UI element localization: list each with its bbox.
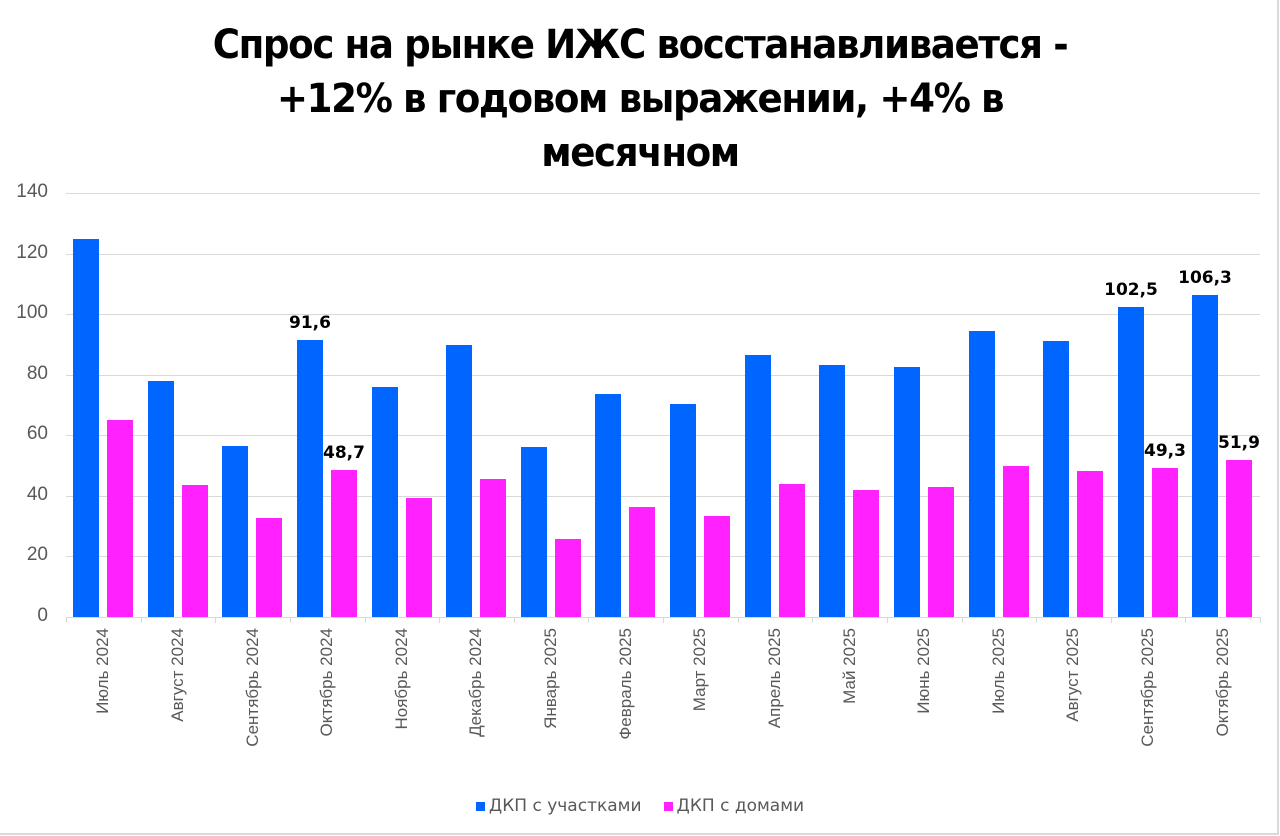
chart-title-line-2: +12% в годовом выражении, +4% в bbox=[276, 76, 1005, 122]
x-axis-category-label: Август 2025 bbox=[1063, 628, 1082, 722]
bar-plots[interactable] bbox=[969, 331, 995, 617]
bar-houses[interactable] bbox=[629, 507, 655, 617]
bar-plots[interactable] bbox=[521, 447, 547, 617]
bar-houses[interactable] bbox=[1003, 466, 1029, 617]
x-axis-tick bbox=[962, 617, 963, 623]
bar-houses[interactable] bbox=[256, 518, 282, 617]
x-axis-category-label: Июнь 2025 bbox=[914, 628, 933, 714]
x-axis-tick bbox=[1260, 617, 1261, 623]
gridline bbox=[66, 193, 1260, 194]
y-axis-tick-label: 80 bbox=[26, 363, 48, 384]
bar-houses[interactable] bbox=[1226, 460, 1252, 617]
x-axis-tick bbox=[663, 617, 664, 623]
bar-plots[interactable] bbox=[1118, 307, 1144, 617]
bar-houses[interactable] bbox=[779, 484, 805, 617]
x-axis-category-label: Апрель 2025 bbox=[765, 628, 784, 729]
x-axis-category-label: Сентябрь 2025 bbox=[1138, 628, 1157, 747]
data-label: 91,6 bbox=[289, 313, 331, 333]
bar-plots[interactable] bbox=[670, 404, 696, 617]
y-axis-tick-label: 100 bbox=[16, 302, 48, 323]
bar-plots[interactable] bbox=[595, 394, 621, 617]
gridline bbox=[66, 556, 1260, 557]
bar-plots[interactable] bbox=[819, 365, 845, 617]
bar-plots[interactable] bbox=[894, 367, 920, 617]
data-label: 48,7 bbox=[323, 443, 365, 463]
bar-houses[interactable] bbox=[928, 487, 954, 617]
x-axis-tick bbox=[588, 617, 589, 623]
x-axis-category-label: Март 2025 bbox=[690, 628, 709, 712]
y-axis-tick-label: 20 bbox=[26, 544, 48, 565]
bar-houses[interactable] bbox=[1077, 471, 1103, 617]
data-label: 102,5 bbox=[1104, 280, 1158, 300]
data-label: 51,9 bbox=[1218, 433, 1260, 453]
bar-plots[interactable] bbox=[1043, 341, 1069, 617]
bar-plots[interactable] bbox=[1192, 295, 1218, 617]
x-axis-category-label: Июль 2025 bbox=[989, 628, 1008, 714]
data-label: 49,3 bbox=[1144, 441, 1186, 461]
bar-houses[interactable] bbox=[331, 470, 357, 617]
x-axis-category-label: Октябрь 2024 bbox=[317, 628, 336, 737]
legend-item-plots[interactable]: ДКП с участками bbox=[475, 796, 642, 816]
bar-plots[interactable] bbox=[297, 340, 323, 617]
bar-plots[interactable] bbox=[148, 381, 174, 617]
bar-houses[interactable] bbox=[1152, 468, 1178, 617]
x-axis-tick bbox=[1036, 617, 1037, 623]
y-axis-tick-label: 120 bbox=[16, 242, 48, 263]
chart-title: Спрос на рынке ИЖС восстанавливается - +… bbox=[45, 18, 1235, 180]
x-axis-tick bbox=[887, 617, 888, 623]
bar-plots[interactable] bbox=[372, 387, 398, 617]
legend-label: ДКП с участками bbox=[488, 796, 642, 816]
x-axis-category-label: Ноябрь 2024 bbox=[392, 628, 411, 730]
x-axis-category-label: Сентябрь 2024 bbox=[243, 628, 262, 747]
x-axis-category-label: Август 2024 bbox=[168, 628, 187, 722]
x-axis-tick bbox=[141, 617, 142, 623]
y-axis-tick-label: 0 bbox=[37, 605, 48, 626]
x-axis-category-label: Январь 2025 bbox=[541, 628, 560, 729]
bar-houses[interactable] bbox=[406, 498, 432, 617]
gridline bbox=[66, 314, 1260, 315]
bar-plots[interactable] bbox=[222, 446, 248, 617]
y-axis-tick-label: 60 bbox=[26, 423, 48, 444]
x-axis-tick bbox=[365, 617, 366, 623]
bar-houses[interactable] bbox=[107, 420, 133, 617]
x-axis-tick bbox=[1185, 617, 1186, 623]
x-axis-tick bbox=[812, 617, 813, 623]
chart-title-line-1: Спрос на рынке ИЖС восстанавливается - bbox=[212, 22, 1069, 68]
gridline bbox=[66, 375, 1260, 376]
x-axis-category-label: Май 2025 bbox=[840, 628, 859, 704]
legend-label: ДКП с домами bbox=[676, 796, 805, 816]
x-axis-tick bbox=[514, 617, 515, 623]
x-axis-category-label: Октябрь 2025 bbox=[1213, 628, 1232, 737]
bar-plots[interactable] bbox=[73, 239, 99, 617]
gridline bbox=[66, 435, 1260, 436]
bar-houses[interactable] bbox=[480, 479, 506, 617]
bar-plots[interactable] bbox=[745, 355, 771, 617]
legend-swatch-magenta-icon bbox=[663, 801, 673, 811]
legend: ДКП с участками ДКП с домами bbox=[0, 796, 1280, 816]
gridline bbox=[66, 496, 1260, 497]
legend-item-houses[interactable]: ДКП с домами bbox=[663, 796, 805, 816]
x-axis-category-label: Февраль 2025 bbox=[616, 628, 635, 740]
gridline bbox=[66, 254, 1260, 255]
y-axis-tick-label: 140 bbox=[16, 181, 48, 202]
x-axis-tick bbox=[290, 617, 291, 623]
x-axis-category-label: Декабрь 2024 bbox=[466, 628, 485, 737]
x-axis-tick bbox=[738, 617, 739, 623]
x-axis-category-label: Июль 2024 bbox=[93, 628, 112, 714]
bar-plots[interactable] bbox=[446, 345, 472, 617]
legend-swatch-blue-icon bbox=[475, 801, 485, 811]
bar-houses[interactable] bbox=[704, 516, 730, 617]
bar-houses[interactable] bbox=[182, 485, 208, 617]
bar-houses[interactable] bbox=[555, 539, 581, 617]
y-axis-tick-label: 40 bbox=[26, 484, 48, 505]
x-axis-tick bbox=[215, 617, 216, 623]
data-label: 106,3 bbox=[1178, 268, 1232, 288]
bar-houses[interactable] bbox=[853, 490, 879, 617]
x-axis-tick bbox=[1111, 617, 1112, 623]
x-axis-tick bbox=[66, 617, 67, 623]
x-axis-tick bbox=[439, 617, 440, 623]
chart-title-line-3: месячном bbox=[541, 130, 740, 176]
